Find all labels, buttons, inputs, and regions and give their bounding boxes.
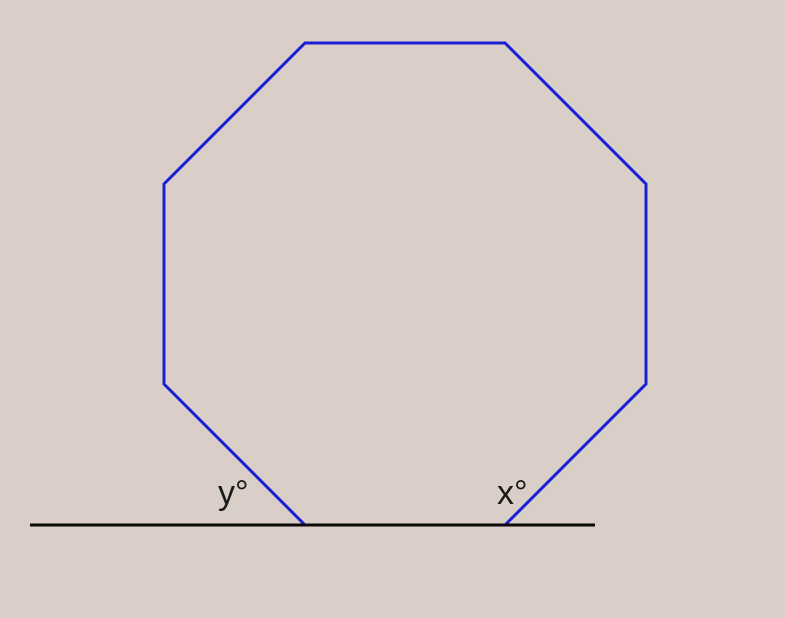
diagram-canvas [0,0,785,618]
octagon-shape [164,43,646,525]
angle-label-y: y° [218,474,249,513]
angle-label-x: x° [497,474,528,513]
